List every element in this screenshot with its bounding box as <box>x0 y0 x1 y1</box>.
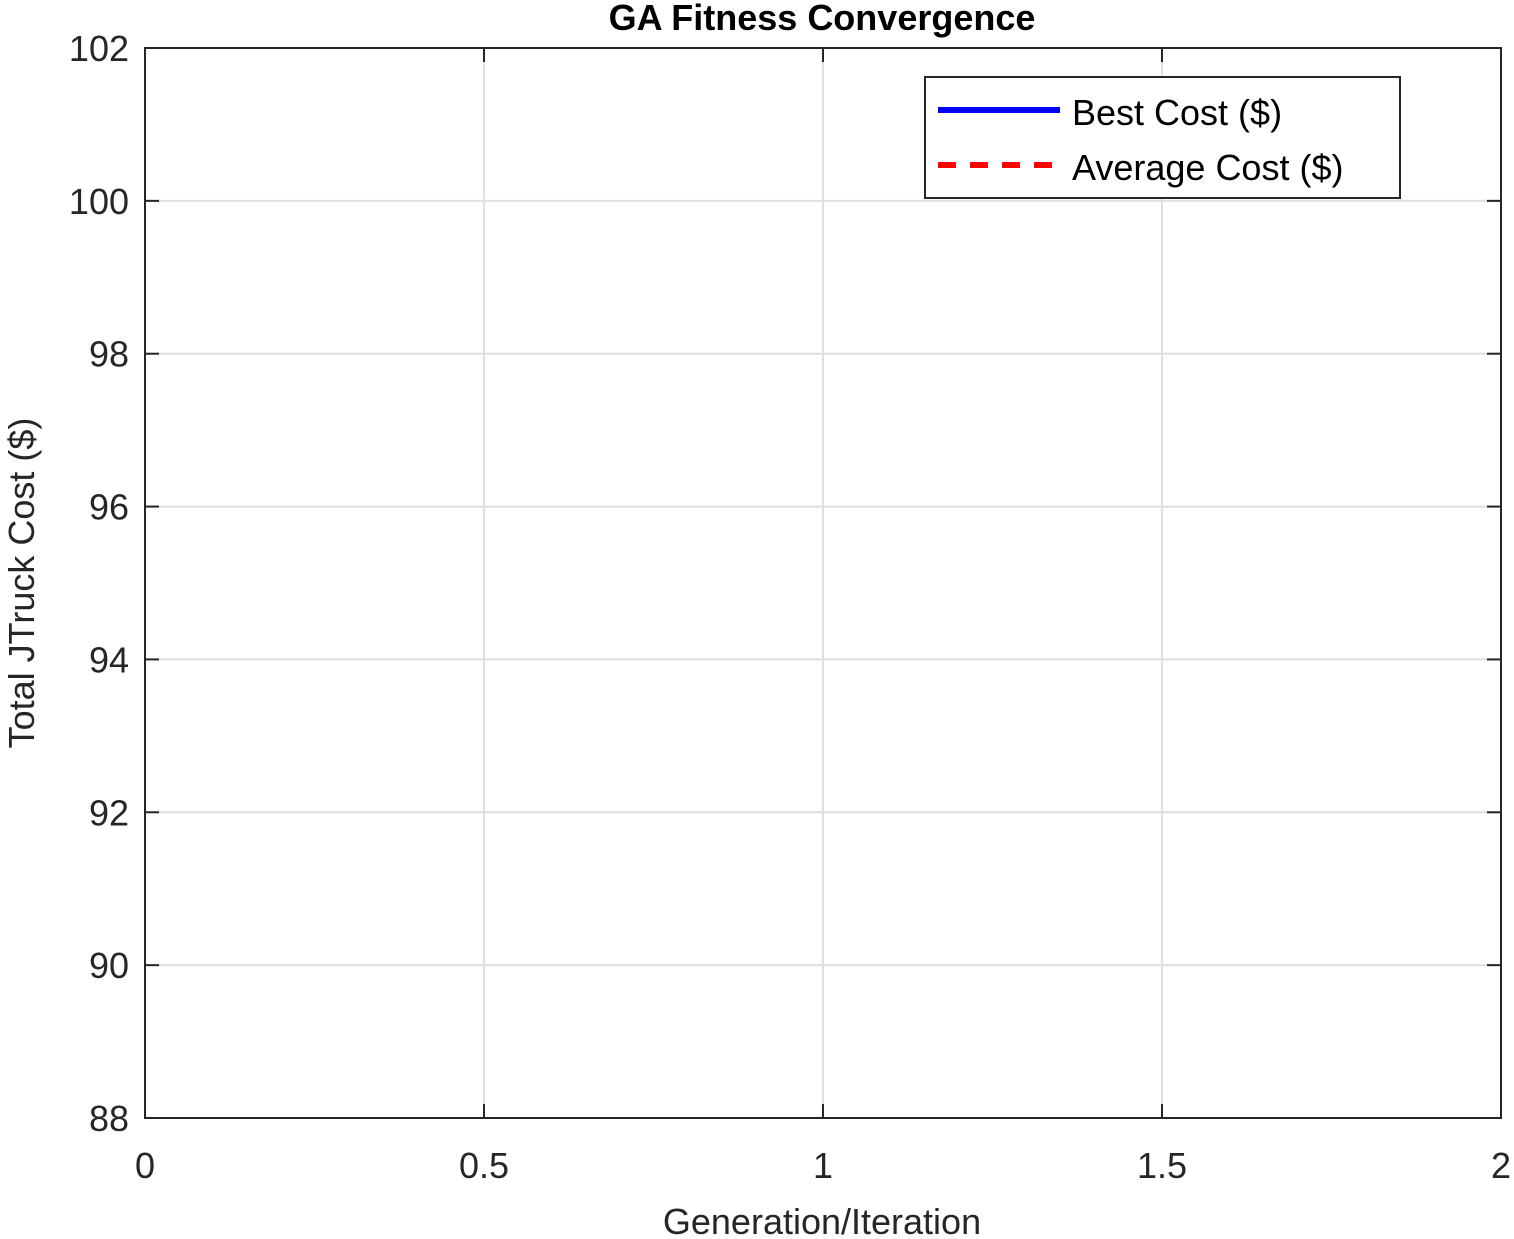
y-tick-label: 96 <box>89 487 129 528</box>
x-tick-label: 1.5 <box>1137 1145 1187 1186</box>
tick-layer: 0 0.5 1 1.5 2 88 90 92 94 96 98 100 102 <box>69 28 1511 1186</box>
y-tick-label: 102 <box>69 28 129 69</box>
x-tick-label: 2 <box>1491 1145 1511 1186</box>
legend: Best Cost ($) Average Cost ($) <box>924 76 1401 199</box>
legend-label-best-cost: Best Cost ($) <box>1072 92 1282 133</box>
y-tick-label: 98 <box>89 334 129 375</box>
x-tick-label: 1 <box>813 1145 833 1186</box>
x-tick-label: 0 <box>135 1145 155 1186</box>
y-tick-label: 88 <box>89 1098 129 1139</box>
y-axis-label: Total JTruck Cost ($) <box>1 418 42 749</box>
y-tick-label: 94 <box>89 639 129 680</box>
x-axis-label: Generation/Iteration <box>663 1201 981 1239</box>
y-tick-label: 90 <box>89 945 129 986</box>
grid-layer <box>145 48 1501 1118</box>
x-tick-label: 0.5 <box>459 1145 509 1186</box>
legend-label-average-cost: Average Cost ($) <box>1072 147 1343 188</box>
y-tick-label: 92 <box>89 792 129 833</box>
y-tick-label: 100 <box>69 181 129 222</box>
legend-box <box>924 76 1401 199</box>
chart-title: GA Fitness Convergence <box>609 0 1036 38</box>
